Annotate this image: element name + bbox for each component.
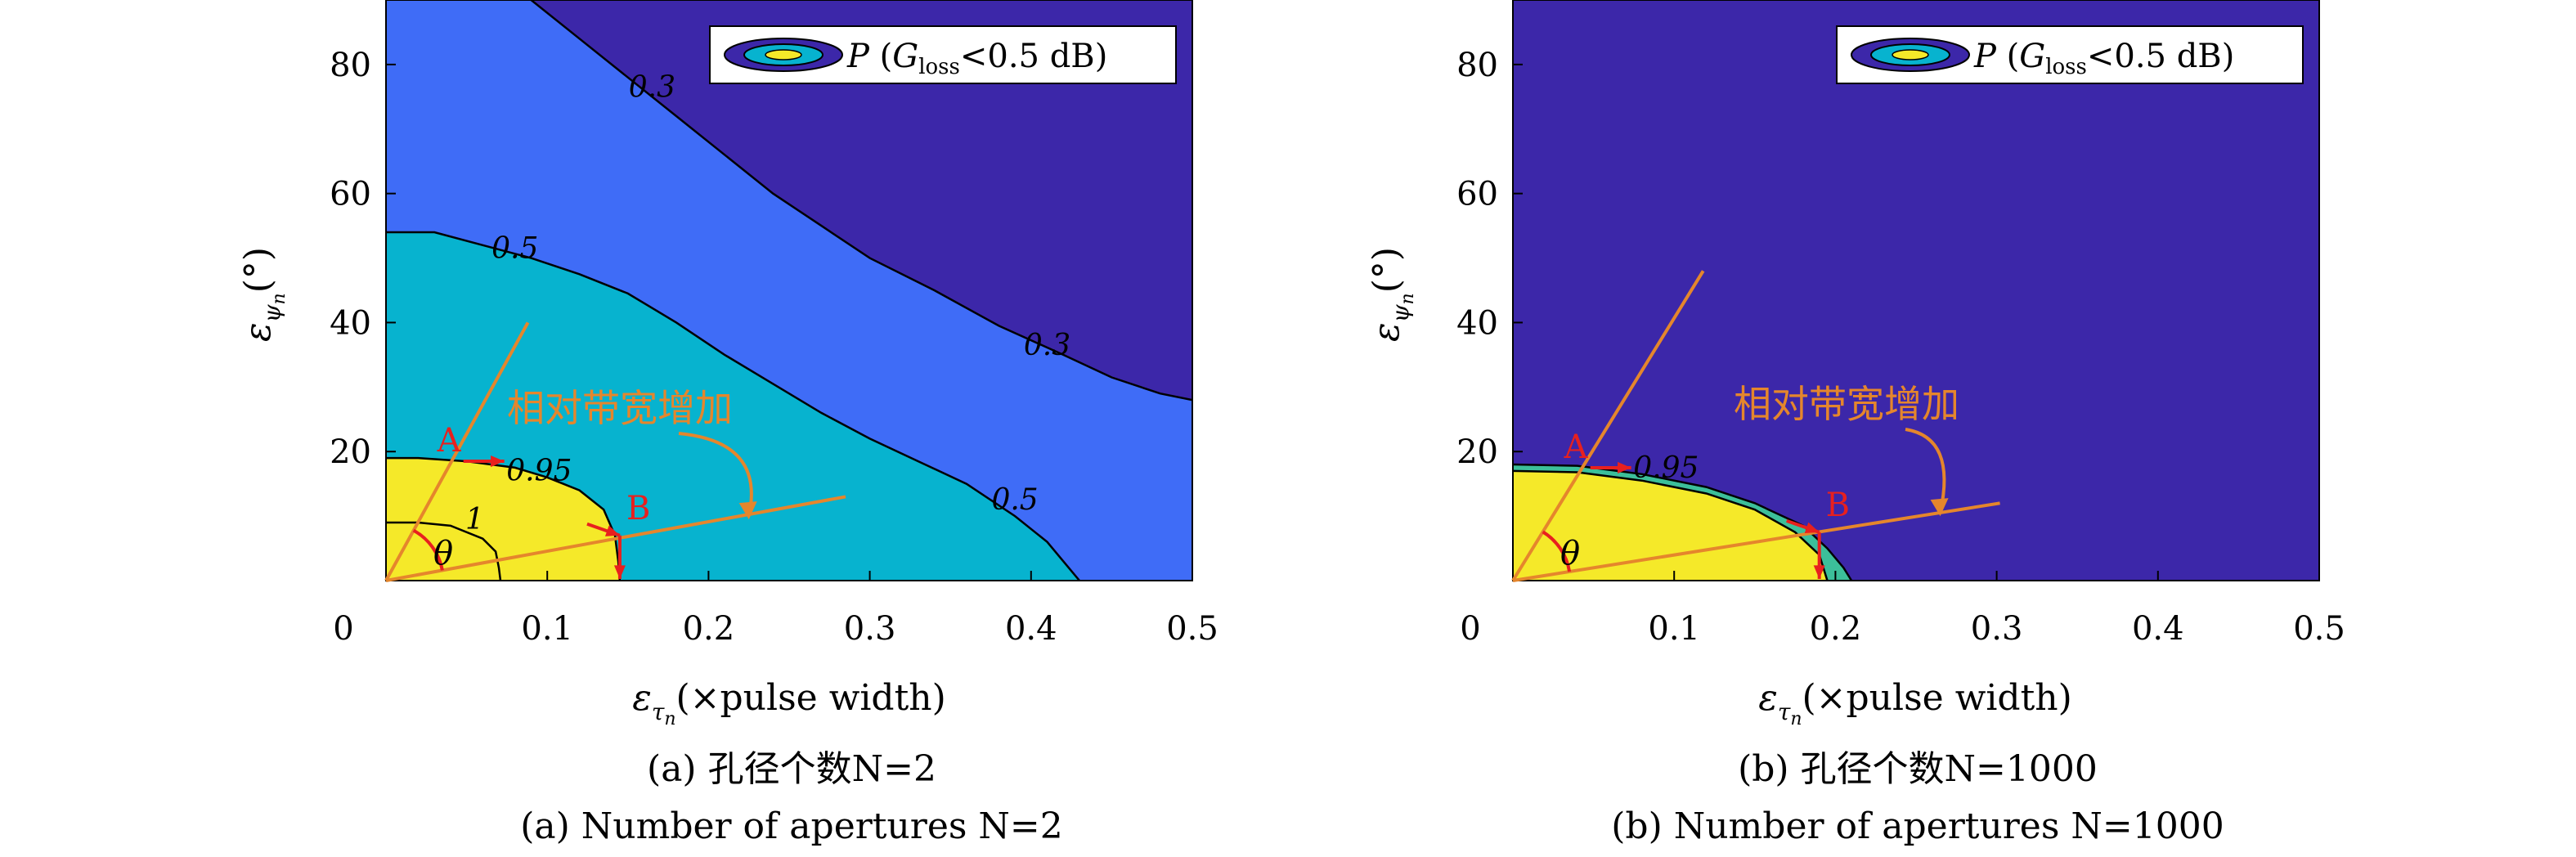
- x-tick-label: 0.4: [2132, 610, 2184, 648]
- ticks-a: 0 0.1 0.2 0.3 0.4 0.5 20 40 60 80: [330, 47, 1218, 648]
- bandwidth-increase-label: 相对带宽增加: [1734, 382, 1959, 426]
- caption-en-b: (b) Number of apertures N=1000: [1611, 805, 2224, 847]
- x-tick-label: 0: [333, 610, 353, 648]
- ray-shallow: [1512, 501, 2000, 582]
- legend-b: P (Gloss<0.5 dB): [1836, 25, 2304, 84]
- arrow-b-head: [604, 525, 620, 536]
- contour-value-label: 0.95: [1633, 451, 1699, 485]
- contour-line-0.95: [1513, 469, 1829, 581]
- x-tick-label: 0.5: [2293, 610, 2345, 648]
- contour-value-label: 0.3: [1024, 329, 1070, 362]
- arrow-down-head: [1813, 565, 1825, 579]
- contour-value-label: 1: [465, 503, 484, 536]
- y-tick-label: 40: [330, 304, 371, 342]
- ray-steep: [384, 321, 530, 581]
- ticks-b: 0 0.1 0.2 0.3 0.4 0.5 20 40 60 80: [1456, 47, 2345, 648]
- bandwidth-increase-arrow-head: [1930, 498, 1949, 517]
- x-axis-label-b: ετn(×pulse width): [1758, 677, 2072, 729]
- y-tick-label: 20: [330, 433, 371, 471]
- bandwidth-increase-arrow: [1905, 428, 1946, 514]
- point-a-label: A: [1564, 428, 1589, 466]
- contour-value-label: 0.5: [491, 232, 538, 266]
- plot-frame-a: [385, 0, 1193, 581]
- x-tick-label: 0.3: [844, 610, 896, 648]
- contour-labels-b: 0.95: [1633, 451, 1699, 485]
- y-tick-label: 80: [330, 47, 371, 84]
- contour-line-0.3: [530, 0, 1192, 402]
- x-tick-label: 0.1: [521, 610, 573, 648]
- x-tick-label: 0.3: [1971, 610, 2023, 648]
- legend-swatch-inner: [1892, 49, 1929, 61]
- y-tick-label: 20: [1456, 433, 1498, 471]
- contour-value-label: 0.95: [506, 455, 572, 488]
- y-tick-label: 40: [1456, 304, 1498, 342]
- x-tick-label: 0.5: [1166, 610, 1218, 648]
- contour-labels-a: 0.3 0.3 0.5 0.5 0.95 1: [465, 70, 1070, 536]
- contour-value-label: 0.5: [991, 483, 1038, 517]
- legend-label: P (Gloss<0.5 dB): [1973, 38, 2234, 79]
- angle-theta-label: θ: [433, 535, 453, 572]
- bandwidth-increase-arrow: [678, 432, 753, 517]
- rays-b: θ A B 相对带宽增加: [1511, 270, 2000, 582]
- contour-fills-a: [386, 0, 1192, 581]
- arrow-a-head: [1618, 461, 1631, 473]
- panel-a: 0 0.1 0.2 0.3 0.4 0.5 20 40 60 80 0.3 0.3 0.5 0.5 0.9…: [237, 0, 1218, 847]
- x-axis-label-a: ετn(×pulse width): [632, 677, 946, 729]
- bandwidth-increase-label: 相对带宽增加: [507, 386, 733, 430]
- contour-line-0.95: [386, 456, 622, 581]
- legend-swatch-inner: [765, 49, 802, 61]
- point-a-label: A: [437, 422, 462, 460]
- contour-fills-b: [1513, 0, 2319, 581]
- angle-arc: [412, 528, 444, 571]
- angle-theta-label: θ: [1560, 535, 1580, 572]
- x-tick-label: 0.1: [1648, 610, 1700, 648]
- angle-arc: [1542, 530, 1572, 572]
- caption-cn-a: (a) 孔径个数N=2: [647, 748, 936, 790]
- rays-a: θ A B 相对带宽增加: [384, 321, 846, 582]
- arrow-b-head: [1804, 522, 1820, 533]
- caption-cn-b: (b) 孔径个数N=1000: [1738, 748, 2098, 790]
- y-tick-label: 60: [1456, 176, 1498, 213]
- ray-shallow: [385, 495, 846, 582]
- y-tick-label: 60: [330, 176, 371, 213]
- plot-frame-b: [1512, 0, 2320, 581]
- y-tick-label: 80: [1456, 47, 1498, 84]
- contour-line-0.5: [386, 231, 1080, 581]
- x-tick-label: 0.4: [1005, 610, 1057, 648]
- caption-en-a: (a) Number of apertures N=2: [520, 805, 1063, 847]
- bandwidth-increase-arrow-head: [738, 501, 757, 520]
- ray-steep: [1511, 270, 1705, 582]
- point-b-label: B: [626, 490, 650, 527]
- point-b-label: B: [1826, 487, 1850, 524]
- contour-value-label: 0.3: [629, 70, 675, 104]
- legend-a: P (Gloss<0.5 dB): [709, 25, 1177, 84]
- y-axis-label-a: εψn(°): [237, 247, 289, 342]
- legend-label: P (Gloss<0.5 dB): [846, 38, 1107, 79]
- y-axis-label-b: εψn(°): [1366, 247, 1418, 342]
- x-tick-label: 0.2: [1810, 610, 1862, 648]
- contour-region-0.95: [1513, 470, 1828, 581]
- x-tick-label: 0.2: [683, 610, 735, 648]
- legend-box: [1836, 25, 2304, 84]
- x-tick-label: 0: [1460, 610, 1480, 648]
- arrow-a-head: [491, 455, 505, 468]
- arrow-down-head: [613, 565, 626, 579]
